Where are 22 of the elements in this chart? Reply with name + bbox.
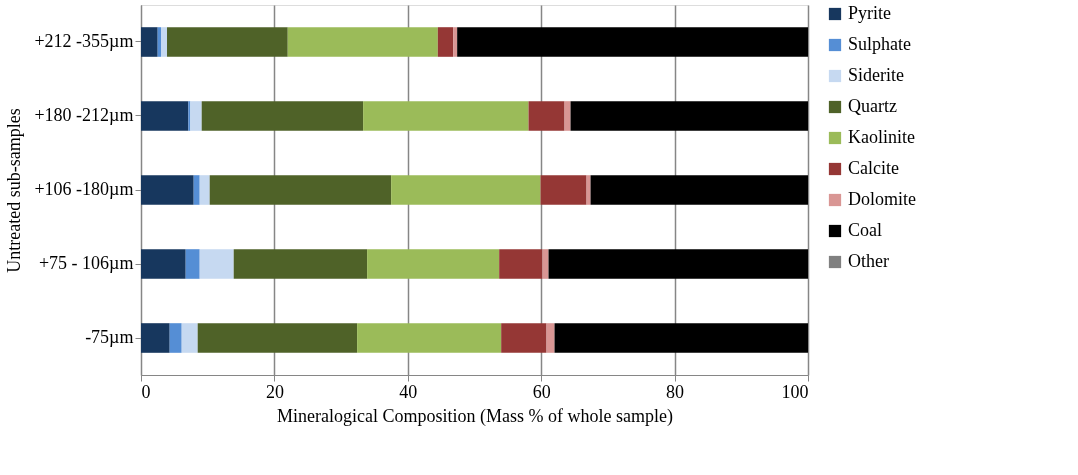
legend-label: Calcite xyxy=(848,158,899,178)
legend-label: Kaolinite xyxy=(848,127,915,147)
legend-label: Other xyxy=(848,251,889,271)
y-tick-label: -75µm xyxy=(85,327,134,347)
legend-label: Coal xyxy=(848,220,882,240)
legend-label: Quartz xyxy=(848,96,897,116)
x-tick-label: 40 xyxy=(399,381,418,402)
legend-label: Sulphate xyxy=(848,34,911,54)
x-tick-label: 100 xyxy=(781,381,809,402)
y-axis-title: Untreated sub-samples xyxy=(4,108,25,273)
y-tick-label: +180 -212µm xyxy=(34,105,134,125)
x-tick-label: 80 xyxy=(666,381,685,402)
y-tick-label: +212 -355µm xyxy=(34,31,134,51)
legend-label: Pyrite xyxy=(848,3,892,23)
x-tick-label: 0 xyxy=(141,381,151,402)
x-tick-label: 60 xyxy=(532,381,551,402)
legend-label: Dolomite xyxy=(848,189,916,209)
x-tick-label: 20 xyxy=(265,381,284,402)
y-tick-label: +75 - 106µm xyxy=(38,253,134,273)
y-tick-label: +106 -180µm xyxy=(34,179,134,199)
x-axis-title: Mineralogical Composition (Mass % of whole sample) xyxy=(277,405,673,427)
legend-label: Siderite xyxy=(848,65,904,85)
